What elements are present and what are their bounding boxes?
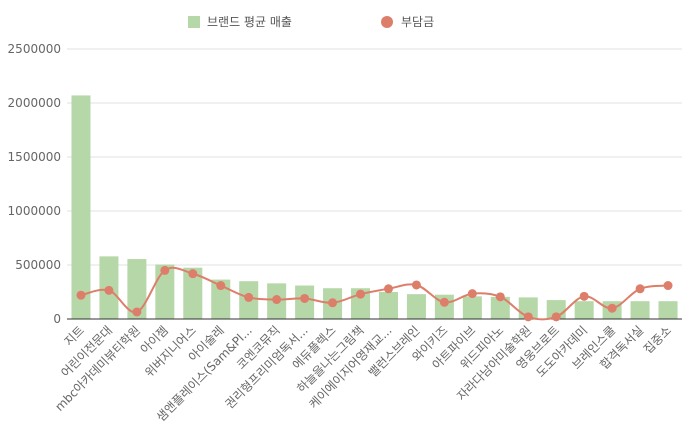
legend-swatch-line [381,16,393,28]
line-point [411,280,421,290]
bar [378,292,398,319]
bar [155,264,175,319]
bar [211,279,231,319]
y-tick-label: 2000000 [8,96,61,110]
y-tick-label: 2500000 [8,42,61,56]
bar-layer [71,95,678,319]
line-point [467,289,477,299]
line-point [244,292,254,302]
label-layer: 05000001000000150000020000002500000지트어린이… [8,42,675,424]
line-point [300,293,310,303]
line-point [356,289,366,299]
line-point [132,307,142,317]
legend-swatch-bar [188,16,200,28]
y-tick-label: 1500000 [8,150,61,164]
line-point [663,281,673,291]
y-tick-label: 1000000 [8,204,61,218]
line-point [495,292,505,302]
line-point [607,303,617,313]
line-point [439,297,449,307]
bar [183,267,203,319]
bar [630,301,650,319]
line-point [76,290,86,300]
line-point [635,284,645,294]
bar [490,296,510,319]
line-point [104,285,114,295]
bar [658,301,678,319]
bar [71,95,91,319]
bar [462,296,482,319]
legend-label-line: 부담금 [401,15,434,29]
line-point [551,312,561,322]
line-point [160,265,170,275]
line-point [188,269,198,279]
line-layer [76,265,673,322]
bar [406,294,426,319]
bar [127,259,147,319]
line-point [216,281,226,291]
y-tick-label: 500000 [15,258,61,272]
line-point [579,291,589,301]
legend-label-bar: 브랜드 평균 매출 [207,15,292,29]
grid-layer [67,48,682,266]
legend: 브랜드 평균 매출 부담금 [188,15,434,29]
bar [574,301,594,319]
x-tick-label: 집중소 [641,323,674,356]
line-series-path [80,266,669,321]
line-point [272,295,282,305]
line-point [328,298,338,308]
y-tick-label: 0 [53,312,61,326]
line-point [383,284,393,294]
line-point [523,312,533,322]
